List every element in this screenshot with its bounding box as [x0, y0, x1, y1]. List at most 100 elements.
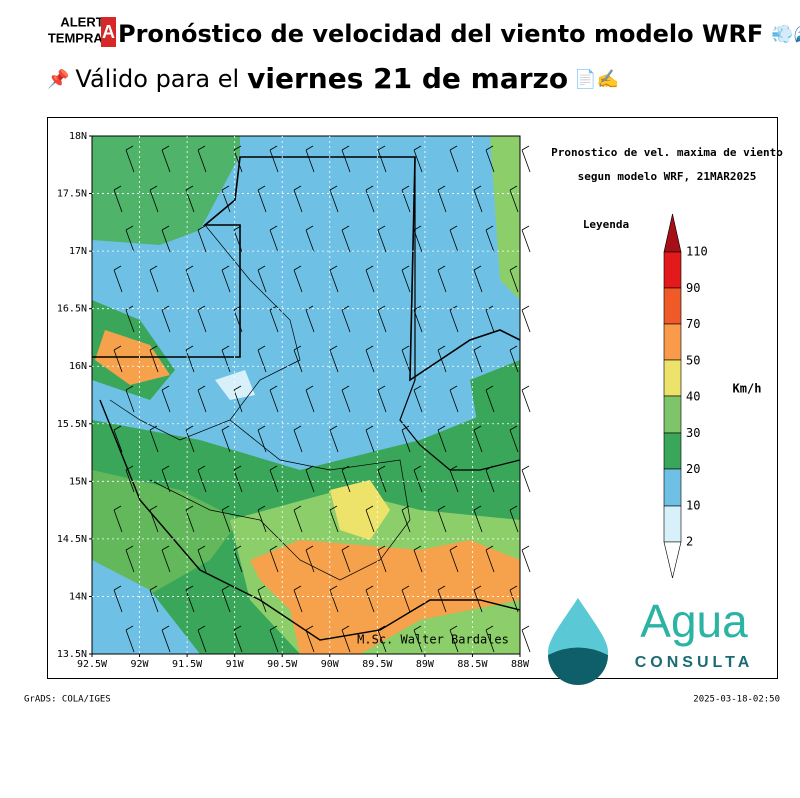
- barb: [401, 505, 411, 533]
- barb: [149, 505, 159, 533]
- barb: [149, 185, 159, 213]
- barb: [305, 625, 315, 653]
- barb: [221, 265, 231, 293]
- legend-label: 70: [686, 317, 700, 331]
- lat-label: 17N: [69, 246, 87, 257]
- barb: [257, 425, 267, 453]
- barb: [437, 425, 447, 453]
- barb: [257, 505, 267, 533]
- barb: [449, 305, 459, 333]
- barb: [113, 345, 123, 373]
- barb: [377, 225, 387, 253]
- barb: [305, 465, 315, 493]
- barb: [341, 465, 351, 493]
- barb: [269, 145, 279, 173]
- barb: [197, 625, 207, 653]
- barb: [329, 425, 339, 453]
- barb: [233, 625, 243, 653]
- barb: [329, 585, 339, 613]
- barb: [293, 505, 303, 533]
- color-cap: [663, 541, 682, 579]
- barb: [413, 225, 423, 253]
- legend-unit: Km/h: [733, 382, 762, 396]
- field-zone: [330, 480, 390, 540]
- lat-label: 14N: [69, 591, 87, 602]
- alert-logo: ALERT TEMPRAN A: [48, 14, 116, 47]
- colorbar: [663, 213, 682, 579]
- barb: [437, 505, 447, 533]
- barb: [161, 465, 171, 493]
- lat-label: 15.5N: [57, 419, 87, 430]
- barb: [185, 585, 195, 613]
- barb: [221, 345, 231, 373]
- barb: [485, 305, 495, 333]
- wind-barbs: [113, 145, 531, 653]
- barb: [329, 265, 339, 293]
- barb: [449, 545, 459, 573]
- color-step: [663, 505, 682, 543]
- barb: [233, 145, 243, 173]
- barb: [521, 305, 531, 333]
- logo-text: TEMPRAN: [48, 30, 112, 45]
- lat-label: 16N: [69, 361, 87, 372]
- barb: [149, 265, 159, 293]
- barb: [233, 385, 243, 413]
- color-step: [663, 468, 682, 507]
- barb: [521, 625, 531, 653]
- barb: [473, 585, 483, 613]
- logo-badge-bg: [101, 17, 116, 47]
- barb: [113, 185, 123, 213]
- author: M.Sc. Walter Bardales: [357, 633, 509, 647]
- barb: [125, 305, 135, 333]
- legend-title: Leyenda: [583, 218, 629, 231]
- barb: [329, 185, 339, 213]
- barb: [449, 145, 459, 173]
- color-step: [663, 359, 682, 397]
- barb: [113, 585, 123, 613]
- barb: [233, 305, 243, 333]
- lat-label: 13.5N: [57, 649, 87, 660]
- logo-subword: CONSULTA: [635, 654, 754, 671]
- barb: [197, 145, 207, 173]
- barb: [473, 505, 483, 533]
- barb: [293, 345, 303, 373]
- field-zone: [215, 370, 255, 400]
- barb: [413, 545, 423, 573]
- barb: [509, 585, 519, 613]
- lon-label: 90W: [321, 659, 340, 670]
- barb: [161, 625, 171, 653]
- title-text: Pronóstico de velocidad del viento model…: [118, 20, 763, 48]
- barb: [125, 465, 135, 493]
- map-title: Pronostico de vel. maxima de viento: [551, 146, 783, 159]
- barb: [113, 425, 123, 453]
- border: [109, 224, 301, 441]
- barb: [521, 385, 531, 413]
- barb: [377, 305, 387, 333]
- barb: [413, 305, 423, 333]
- legend-label: 30: [686, 426, 700, 440]
- barb: [401, 265, 411, 293]
- barb: [509, 505, 519, 533]
- lon-label: 91.5W: [172, 659, 203, 670]
- barb: [377, 385, 387, 413]
- barb: [161, 145, 171, 173]
- pin-icon: 📌: [47, 68, 69, 90]
- barb: [329, 345, 339, 373]
- lon-label: 91W: [226, 659, 245, 670]
- barb: [341, 625, 351, 653]
- barb: [161, 385, 171, 413]
- barb: [365, 345, 375, 373]
- footer-right: 2025-03-18-02:50: [693, 695, 780, 705]
- barb: [233, 545, 243, 573]
- barb: [509, 185, 519, 213]
- barb: [305, 385, 315, 413]
- barb: [437, 345, 447, 373]
- barb: [293, 425, 303, 453]
- barb: [341, 385, 351, 413]
- lon-label: 88W: [511, 659, 530, 670]
- barb: [377, 145, 387, 173]
- plot-frame: [91, 135, 521, 655]
- barb: [269, 625, 279, 653]
- lon-label: 88.5W: [457, 659, 488, 670]
- field-zone: [470, 360, 520, 460]
